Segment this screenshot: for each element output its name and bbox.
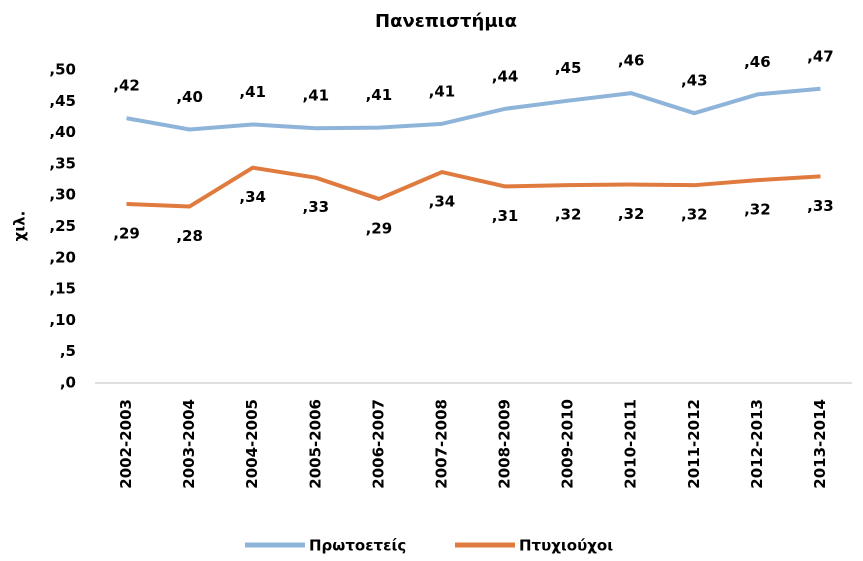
data-label: ,33 xyxy=(303,198,330,216)
data-label: ,46 xyxy=(618,52,645,70)
y-tick-label: ,40 xyxy=(49,123,76,141)
data-label: ,34 xyxy=(429,193,456,211)
data-label: ,41 xyxy=(303,87,330,105)
y-tick-label: ,25 xyxy=(49,217,76,235)
y-tick-label: ,0 xyxy=(60,374,76,392)
data-label: ,29 xyxy=(113,224,140,242)
y-tick-label: ,5 xyxy=(60,342,76,360)
data-label: ,45 xyxy=(555,59,582,77)
legend-label: Πρωτοετείς xyxy=(309,537,406,555)
data-label: ,32 xyxy=(618,205,645,223)
chart-title: Πανεπιστήμια xyxy=(375,11,517,32)
x-tick-label: 2008-2009 xyxy=(496,399,514,489)
y-tick-label: ,20 xyxy=(49,248,76,266)
y-tick-label: ,45 xyxy=(49,92,76,110)
data-label: ,34 xyxy=(239,188,266,206)
y-tick-label: ,30 xyxy=(49,186,76,204)
data-label: ,32 xyxy=(681,206,708,224)
x-tick-label: 2007-2008 xyxy=(432,399,450,489)
data-label: ,41 xyxy=(239,83,266,101)
data-label: ,28 xyxy=(176,227,203,245)
data-label: ,46 xyxy=(744,53,771,71)
data-label: ,40 xyxy=(176,88,203,106)
x-tick-label: 2005-2006 xyxy=(306,399,324,489)
y-tick-label: ,15 xyxy=(49,280,76,298)
data-label: ,33 xyxy=(807,197,834,215)
y-tick-label: ,10 xyxy=(49,311,76,329)
data-label: ,32 xyxy=(555,206,582,224)
data-label: ,29 xyxy=(366,219,393,237)
data-label: ,41 xyxy=(366,86,393,104)
data-label: ,31 xyxy=(492,207,519,225)
legend-label: Πτυχιούχοι xyxy=(519,537,613,555)
data-label: ,41 xyxy=(429,82,456,100)
x-tick-label: 2009-2010 xyxy=(559,399,577,489)
y-axis-label: χιλ. xyxy=(11,211,29,242)
line xyxy=(126,165,821,209)
x-tick-label: 2013-2014 xyxy=(811,399,829,489)
x-tick-label: 2012-2013 xyxy=(748,399,766,489)
data-label: ,32 xyxy=(744,201,771,219)
x-tick-label: 2010-2011 xyxy=(622,399,640,489)
y-tick-label: ,50 xyxy=(49,61,76,79)
x-tick-label: 2002-2003 xyxy=(117,399,135,489)
y-tick-label: ,35 xyxy=(49,154,76,172)
data-label: ,47 xyxy=(807,47,834,65)
data-label: ,42 xyxy=(113,77,140,95)
x-tick-label: 2011-2012 xyxy=(685,399,703,489)
x-tick-label: 2006-2007 xyxy=(369,399,387,489)
x-tick-label: 2004-2005 xyxy=(243,399,261,489)
data-label: ,43 xyxy=(681,72,708,90)
x-tick-label: 2003-2004 xyxy=(180,399,198,489)
line xyxy=(126,86,821,132)
data-label: ,44 xyxy=(492,67,519,85)
